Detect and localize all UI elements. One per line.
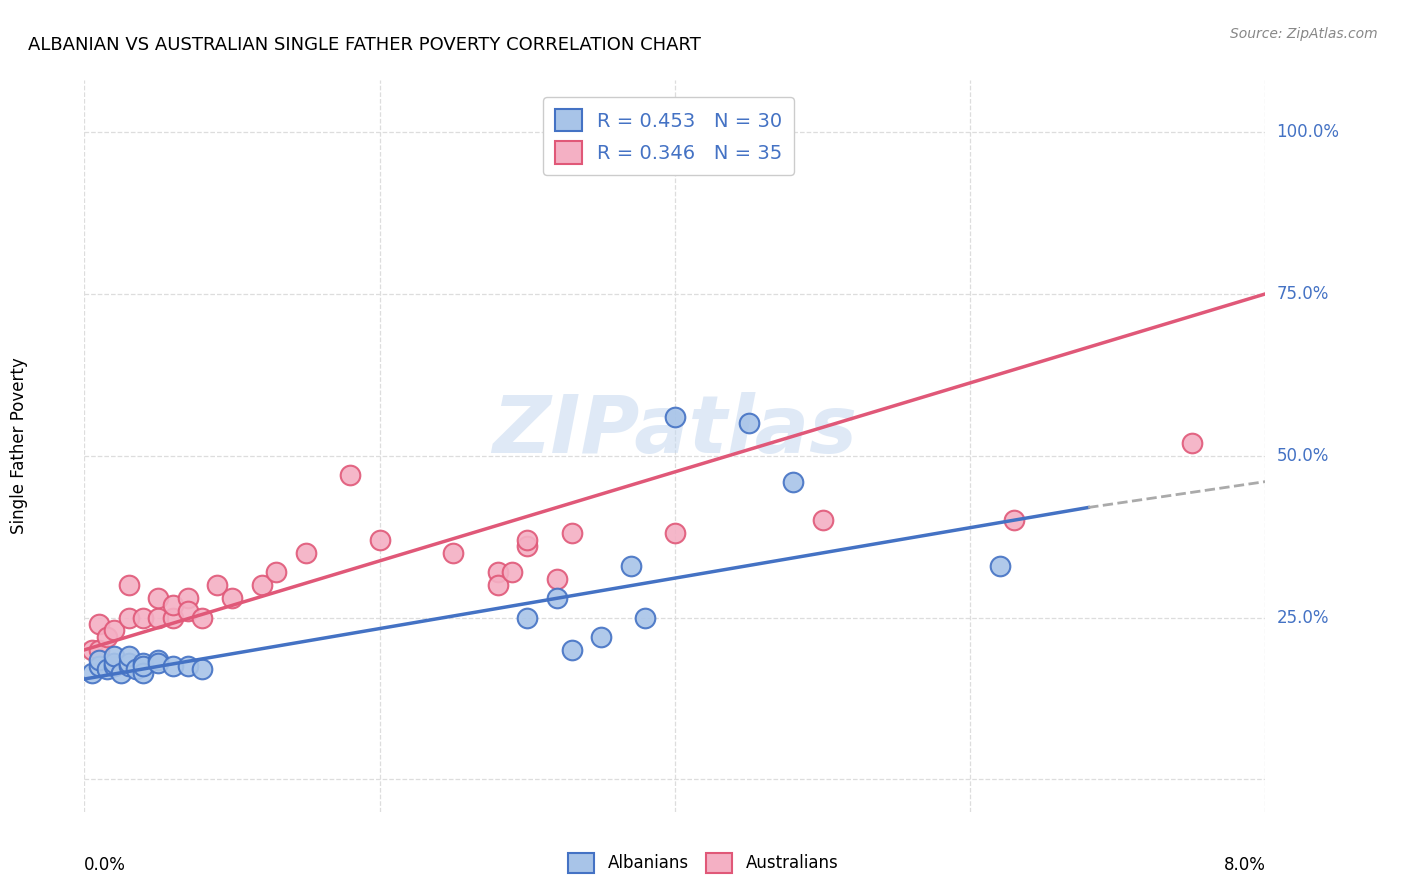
Point	[191, 662, 214, 676]
Point	[148, 591, 170, 606]
Point	[118, 656, 141, 670]
Text: 50.0%: 50.0%	[1277, 447, 1329, 465]
Point	[591, 630, 613, 644]
Point	[103, 659, 125, 673]
Point	[162, 598, 184, 612]
Point	[103, 649, 125, 664]
Point	[664, 526, 686, 541]
Point	[443, 546, 465, 560]
Text: 75.0%: 75.0%	[1277, 285, 1329, 303]
Point	[295, 546, 318, 560]
Point	[205, 578, 228, 592]
Point	[250, 578, 273, 592]
Point	[118, 659, 141, 673]
Point	[664, 409, 686, 424]
Point	[96, 662, 118, 676]
Text: ALBANIAN VS AUSTRALIAN SINGLE FATHER POVERTY CORRELATION CHART: ALBANIAN VS AUSTRALIAN SINGLE FATHER POV…	[28, 36, 702, 54]
Point	[486, 578, 509, 592]
Point	[103, 656, 125, 670]
Point	[87, 652, 111, 666]
Point	[368, 533, 391, 547]
Text: Single Father Poverty: Single Father Poverty	[10, 358, 28, 534]
Text: 25.0%: 25.0%	[1277, 608, 1329, 626]
Point	[634, 610, 657, 624]
Point	[191, 610, 214, 624]
Point	[148, 652, 170, 666]
Point	[1004, 513, 1026, 527]
Point	[132, 656, 155, 670]
Point	[546, 572, 568, 586]
Point	[1180, 435, 1202, 450]
Point	[148, 610, 170, 624]
Point	[177, 591, 200, 606]
Point	[264, 566, 288, 580]
Text: 0.0%: 0.0%	[84, 855, 127, 873]
Point	[148, 656, 170, 670]
Point	[118, 578, 141, 592]
Text: 100.0%: 100.0%	[1277, 123, 1340, 141]
Point	[125, 662, 148, 676]
Point	[80, 665, 103, 680]
Text: 8.0%: 8.0%	[1223, 855, 1265, 873]
Point	[339, 468, 361, 483]
Point	[87, 617, 111, 632]
Legend: R = 0.453   N = 30, R = 0.346   N = 35: R = 0.453 N = 30, R = 0.346 N = 35	[543, 97, 794, 176]
Point	[162, 659, 184, 673]
Point	[737, 417, 759, 431]
Point	[132, 665, 155, 680]
Point	[560, 643, 583, 657]
Point	[80, 643, 103, 657]
Text: ZIPatlas: ZIPatlas	[492, 392, 858, 470]
Point	[87, 643, 111, 657]
Point	[516, 610, 538, 624]
Point	[486, 566, 509, 580]
Point	[96, 630, 118, 644]
Point	[221, 591, 243, 606]
Point	[516, 539, 538, 553]
Point	[177, 604, 200, 618]
Point	[516, 533, 538, 547]
Point	[811, 513, 834, 527]
Point	[132, 659, 155, 673]
Point	[560, 526, 583, 541]
Legend: Albanians, Australians: Albanians, Australians	[561, 847, 845, 880]
Point	[118, 610, 141, 624]
Point	[87, 659, 111, 673]
Point	[103, 624, 125, 638]
Point	[177, 659, 200, 673]
Point	[103, 659, 125, 673]
Point	[162, 610, 184, 624]
Point	[132, 610, 155, 624]
Point	[118, 649, 141, 664]
Point	[546, 591, 568, 606]
Point	[782, 475, 804, 489]
Point	[110, 665, 132, 680]
Point	[501, 566, 523, 580]
Text: Source: ZipAtlas.com: Source: ZipAtlas.com	[1230, 27, 1378, 41]
Point	[619, 558, 641, 573]
Point	[988, 558, 1011, 573]
